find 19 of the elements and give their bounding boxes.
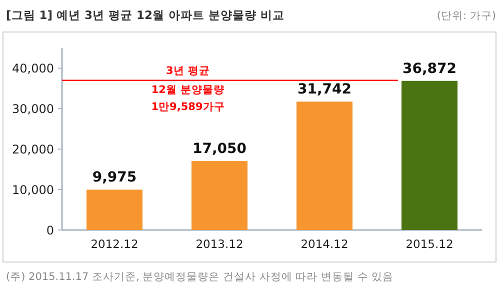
value-label: 17,050 [192, 141, 247, 158]
value-label: 31,742 [297, 82, 352, 98]
annotation: 12월 분양물량 [151, 84, 225, 96]
ytick: 30,000 [12, 102, 54, 116]
ytick: 10,000 [12, 183, 54, 198]
ytick: 20,000 [12, 142, 54, 157]
ytick: 0 [46, 224, 54, 238]
title: [그림 1] 예년 3년 평균 12월 아파트 분양물량 비교 [6, 8, 285, 22]
annotation: 1만9,589가구 [151, 101, 225, 113]
xtick: 2015.12 [406, 237, 454, 251]
value-label: 36,872 [402, 60, 457, 77]
xtick: 2012.12 [90, 237, 138, 251]
ytick: 40,000 [12, 62, 54, 76]
xtick: 2014.12 [300, 237, 348, 251]
annotation: (주) 2015.11.17 조사기준, 분양예정물량은 건설사 사정에 따라 변동될 수 있음 [6, 271, 394, 283]
annotation: 3년 평균 [166, 65, 210, 77]
xtick: 2013.12 [196, 237, 244, 251]
value-label: 9,975 [92, 170, 137, 186]
subtitle: (단위: 가구) [436, 10, 496, 22]
